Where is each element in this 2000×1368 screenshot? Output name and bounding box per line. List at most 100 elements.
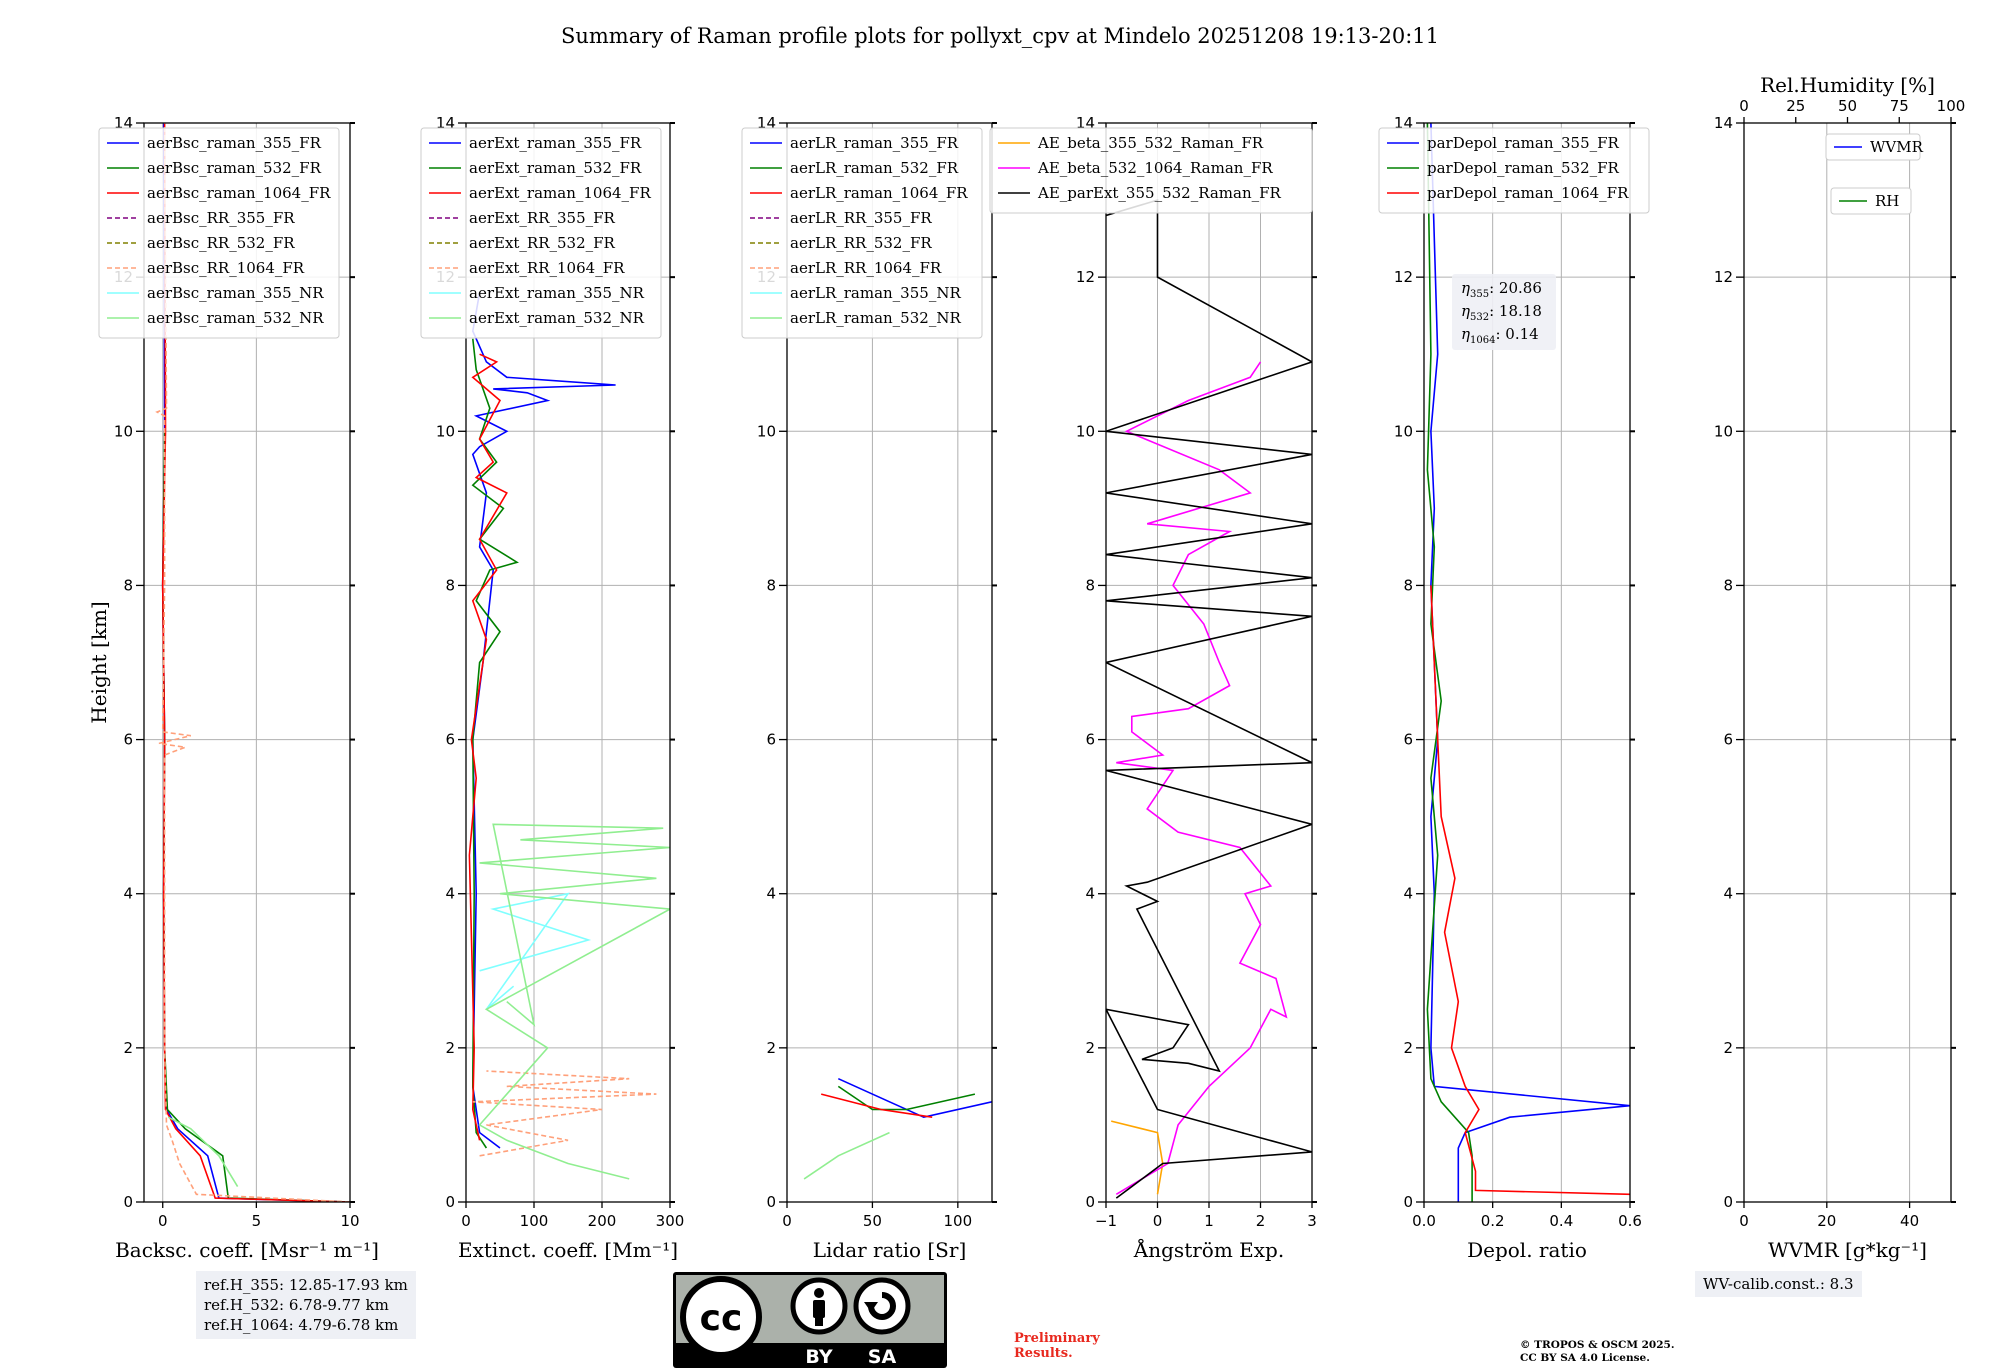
legend-label-aerLR_RR_532_FR: aerLR_RR_532_FR bbox=[790, 234, 932, 252]
series-line-aerExt_raman_532_NR bbox=[478, 823, 670, 1180]
legend-box bbox=[1825, 133, 1921, 161]
legend-box bbox=[741, 127, 983, 339]
x-tick-label: 0 bbox=[461, 1212, 471, 1230]
eta-355: η355: 20.86 bbox=[1461, 279, 1542, 300]
legend-ext: aerExt_raman_355_FR aerExt_raman_532_FRae… bbox=[420, 127, 662, 339]
series-line-aerExt_raman_355_FR bbox=[471, 292, 616, 1149]
y-tick-label: 8 bbox=[1085, 576, 1095, 594]
legend-label-aerLR_raman_532_NR: aerLR_raman_532_NR bbox=[790, 309, 961, 327]
y-tick-label: 10 bbox=[1394, 422, 1413, 440]
footer-ref-heights: ref.H_355: 12.85-17.93 km ref.H_532: 6.7… bbox=[196, 1271, 416, 1339]
figure-title: Summary of Raman profile plots for polly… bbox=[561, 24, 1439, 48]
series-line-aerExt_raman_1064_FR bbox=[468, 353, 508, 1141]
x-tick-label: 1 bbox=[1204, 1212, 1214, 1230]
y-axis-label: Height [km] bbox=[87, 601, 111, 723]
series-line-parDepol_raman_532_FR bbox=[1426, 123, 1473, 1202]
y-tick-label: 12 bbox=[1076, 268, 1095, 286]
y-tick-label: 0 bbox=[1723, 1193, 1733, 1211]
series-line-aerExt_RR_1064_FR bbox=[472, 1070, 657, 1157]
copyright-note: © TROPOS & OSCM 2025. CC BY SA 4.0 Licen… bbox=[1520, 1339, 1675, 1365]
y-tick-label: 4 bbox=[766, 885, 776, 903]
legend-wv: WVMR RH bbox=[1825, 133, 1924, 215]
x-tick-label: 0 bbox=[158, 1212, 168, 1230]
legend-label-aerLR_raman_355_FR: aerLR_raman_355_FR bbox=[790, 134, 959, 152]
series-line-aerExt_raman_532_FR bbox=[471, 338, 519, 1149]
axes-frame bbox=[786, 122, 993, 1203]
y-tick-label: 4 bbox=[1085, 885, 1095, 903]
eta-532: η532: 18.18 bbox=[1461, 302, 1542, 323]
cc-license-badge: cc BY SA bbox=[673, 1272, 947, 1368]
y-tick-label: 8 bbox=[445, 576, 455, 594]
series-line-aerLR_raman_1064_FR bbox=[821, 1093, 933, 1118]
legend-label-aerBsc_raman_355_FR: aerBsc_raman_355_FR bbox=[147, 134, 322, 152]
y-tick-label: 4 bbox=[1403, 885, 1413, 903]
y-tick-label: 0 bbox=[1403, 1193, 1413, 1211]
y-tick-label: 6 bbox=[766, 731, 776, 749]
y-tick-label: 4 bbox=[1723, 885, 1733, 903]
legend-bsc: aerBsc_raman_355_FR aerBsc_raman_532_FRae… bbox=[98, 127, 340, 339]
x-axis-label: Depol. ratio bbox=[1467, 1238, 1587, 1262]
legend-label-aerExt_raman_532_FR: aerExt_raman_532_FR bbox=[469, 159, 642, 177]
y-tick-label: 10 bbox=[436, 422, 455, 440]
eta-annotation-box bbox=[1452, 274, 1556, 350]
panel-bsc: 051002468101214Backsc. coeff. [Msr⁻¹ m⁻¹… bbox=[87, 114, 379, 1262]
y-tick-label: 6 bbox=[1085, 731, 1095, 749]
y-tick-label: 8 bbox=[1723, 576, 1733, 594]
series-line-parDepol_raman_355_FR bbox=[1430, 123, 1630, 1202]
series-line-AE_parExt_355_532_Raman_FR bbox=[1106, 199, 1312, 1199]
y-tick-label: 8 bbox=[766, 576, 776, 594]
y-tick-label: 2 bbox=[1403, 1039, 1413, 1057]
x-tick-label: 0.4 bbox=[1549, 1212, 1573, 1230]
y-tick-label: 8 bbox=[123, 576, 133, 594]
series-line-aerExt_raman_355_NR bbox=[479, 892, 592, 1010]
y-tick-label: 2 bbox=[445, 1039, 455, 1057]
x-tick-label: 100 bbox=[944, 1212, 973, 1230]
series-group-bsc bbox=[155, 123, 350, 1202]
ref-height-532: ref.H_532: 6.78-9.77 km bbox=[204, 1296, 389, 1314]
legend-label-aerLR_raman_532_FR: aerLR_raman_532_FR bbox=[790, 159, 959, 177]
legend-ae: AE_beta_355_532_Raman_FR AE_beta_532_1064… bbox=[989, 127, 1313, 214]
series-line-aerLR_raman_532_NR bbox=[803, 1131, 890, 1180]
legend-box bbox=[989, 127, 1313, 214]
legend-label-parDepol_raman_1064_FR: parDepol_raman_1064_FR bbox=[1427, 184, 1629, 202]
preliminary-line-1: Preliminary bbox=[1014, 1331, 1100, 1346]
legend-label-aerLR_raman_355_NR: aerLR_raman_355_NR bbox=[790, 284, 961, 302]
eta-1064: η1064: 0.14 bbox=[1461, 325, 1539, 346]
y-tick-label: 10 bbox=[1714, 422, 1733, 440]
cc-circle-icon bbox=[680, 1276, 762, 1358]
series-line-AE_beta_355_532_Raman_FR bbox=[1111, 1120, 1164, 1195]
legend-box bbox=[1830, 187, 1912, 215]
y-tick-label: 6 bbox=[123, 731, 133, 749]
legend-label-aerExt_raman_355_FR: aerExt_raman_355_FR bbox=[469, 134, 642, 152]
y-tick-label: 4 bbox=[445, 885, 455, 903]
series-line-aerLR_raman_532_FR bbox=[837, 1085, 976, 1111]
legend-lr: aerLR_raman_355_FR aerLR_raman_532_FR aerL… bbox=[741, 127, 983, 339]
ref-height-355: ref.H_355: 12.85-17.93 km bbox=[204, 1276, 408, 1294]
legend-label-aerBsc_raman_355_NR: aerBsc_raman_355_NR bbox=[147, 284, 324, 302]
legend-label-aerBsc_RR_532_FR: aerBsc_RR_532_FR bbox=[147, 234, 295, 252]
x-tick-label: 2 bbox=[1256, 1212, 1266, 1230]
cc-sa-label: SA bbox=[868, 1346, 897, 1368]
legend-label-parDepol_raman_355_FR: parDepol_raman_355_FR bbox=[1427, 134, 1620, 152]
x-axis-label: Ångström Exp. bbox=[1133, 1237, 1284, 1262]
top-x-tick-label: 0 bbox=[1739, 97, 1749, 115]
ref-height-1064: ref.H_1064: 4.79-6.78 km bbox=[204, 1316, 399, 1334]
x-tick-label: 100 bbox=[520, 1212, 549, 1230]
x-tick-label: 3 bbox=[1307, 1212, 1317, 1230]
series-line-aerBsc_raman_532_NR bbox=[167, 1116, 239, 1188]
legend-box bbox=[1378, 127, 1650, 214]
x-tick-label: 0.0 bbox=[1412, 1212, 1436, 1230]
series-line-aerLR_raman_355_FR bbox=[837, 1077, 992, 1119]
axes-frame bbox=[1743, 122, 1952, 1203]
x-tick-label: 10 bbox=[340, 1212, 359, 1230]
legend-label-parDepol_raman_532_FR: parDepol_raman_532_FR bbox=[1427, 159, 1620, 177]
y-tick-label: 0 bbox=[766, 1193, 776, 1211]
x-tick-label: 200 bbox=[588, 1212, 617, 1230]
y-tick-label: 6 bbox=[1723, 731, 1733, 749]
copyright-line-2: CC BY SA 4.0 License. bbox=[1520, 1352, 1650, 1364]
axes-frame bbox=[1423, 122, 1631, 1203]
